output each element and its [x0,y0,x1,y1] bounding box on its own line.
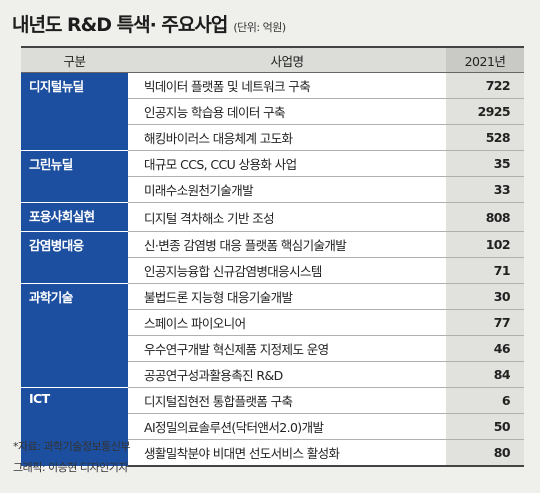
project-name-cell: AI정밀의료솔루션(닥터앤서2.0)개발 [128,413,446,440]
project-name-cell: 디지털집현전 통합플랫폼 구축 [128,387,446,414]
budget-value-cell: 808 [446,202,524,232]
category-cell: 과학기술 [21,283,128,388]
budget-value-cell: 722 [446,72,524,99]
budget-value-cell: 6 [446,387,524,414]
project-name-cell: 스페이스 파이오니어 [128,309,446,336]
budget-value-cell: 33 [446,176,524,203]
source-note: *자료: 과학기술정보통신부 [13,440,131,453]
table-header-row: 구분 사업명 2021년 [21,46,524,73]
budget-value-cell: 35 [446,150,524,177]
budget-value-cell: 528 [446,124,524,151]
project-name-cell: 빅데이터 플랫폼 및 네트워크 구축 [128,72,446,99]
table-row: 디지털뉴딜 빅데이터 플랫폼 및 네트워크 구축 722 [21,72,524,151]
budget-value-cell: 77 [446,309,524,336]
table-row: 생활밀착분야 비대면 선도서비스 활성화 80 [21,439,524,467]
table-row: 그린뉴딜 대규모 CCS, CCU 상용화 사업 35 [21,150,524,203]
header-project: 사업명 [128,46,446,73]
budget-value-cell: 102 [446,231,524,258]
category-cell: 감염병대응 [21,231,128,284]
table-row: 감염병대응 신·변종 감염병 대응 플랫폼 핵심기술개발 102 [21,231,524,284]
project-name-cell: 인공지능 학습용 데이터 구축 [128,98,446,125]
table-row: 인공지능융합 신규감염병대응시스템 71 [21,257,524,284]
project-name-cell: 불법드론 지능형 대응기술개발 [128,283,446,310]
project-name-cell: 우수연구개발 혁신제품 지정제도 운영 [128,335,446,362]
page-title: 내년도 R&D 특색· 주요사업 [12,14,228,36]
budget-value-cell: 71 [446,257,524,284]
table-row: 스페이스 파이오니어 77 [21,309,524,336]
budget-value-cell: 80 [446,439,524,467]
budget-value-cell: 30 [446,283,524,310]
project-name-cell: 생활밀착분야 비대면 선도서비스 활성화 [128,439,446,467]
table-body: 디지털뉴딜 빅데이터 플랫폼 및 네트워크 구축 722 인공지능 학습용 데이터 구… [21,72,524,467]
project-name-cell: 미래수소원천기술개발 [128,176,446,203]
project-name-cell: 디지털 격차해소 기반 조성 [128,202,446,232]
graphic-credit: 그래픽: 이승현 디자인기자 [13,461,129,474]
table-row: AI정밀의료솔루션(닥터앤서2.0)개발 50 [21,413,524,440]
budget-value-cell: 2925 [446,98,524,125]
header: 내년도 R&D 특색· 주요사업 (단위: 억원) [12,10,286,40]
project-name-cell: 인공지능융합 신규감염병대응시스템 [128,257,446,284]
table-row: 우수연구개발 혁신제품 지정제도 운영 46 [21,335,524,362]
footer: *자료: 과학기술정보통신부 그래픽: 이승현 디자인기자 [13,436,131,478]
budget-value-cell: 84 [446,361,524,388]
table-row: 해킹바이러스 대응체계 고도화 528 [21,124,524,151]
table-row: 인공지능 학습용 데이터 구축 2925 [21,98,524,125]
budget-value-cell: 46 [446,335,524,362]
project-name-cell: 대규모 CCS, CCU 상용화 사업 [128,150,446,177]
category-cell: 디지털뉴딜 [21,72,128,151]
table-row: 미래수소원천기술개발 33 [21,176,524,203]
header-value: 2021년 [446,46,524,73]
table-row: 과학기술 불법드론 지능형 대응기술개발 30 [21,283,524,388]
project-name-cell: 공공연구성과활용촉진 R&D [128,361,446,388]
project-name-cell: 신·변종 감염병 대응 플랫폼 핵심기술개발 [128,231,446,258]
category-cell: 그린뉴딜 [21,150,128,203]
category-cell: ICT [21,387,128,467]
projects-table: 구분 사업명 2021년 디지털뉴딜 빅데이터 플랫폼 및 네트워크 구축 722 인… [21,46,524,467]
table-row: 공공연구성과활용촉진 R&D 84 [21,361,524,388]
unit-label: (단위: 억원) [233,21,286,34]
table-row: 포용사회실현 디지털 격차해소 기반 조성 808 [21,202,524,232]
category-cell: 포용사회실현 [21,202,128,232]
header-category: 구분 [21,46,128,73]
table-row: ICT 디지털집현전 통합플랫폼 구축 6 [21,387,524,467]
project-name-cell: 해킹바이러스 대응체계 고도화 [128,124,446,151]
budget-value-cell: 50 [446,413,524,440]
